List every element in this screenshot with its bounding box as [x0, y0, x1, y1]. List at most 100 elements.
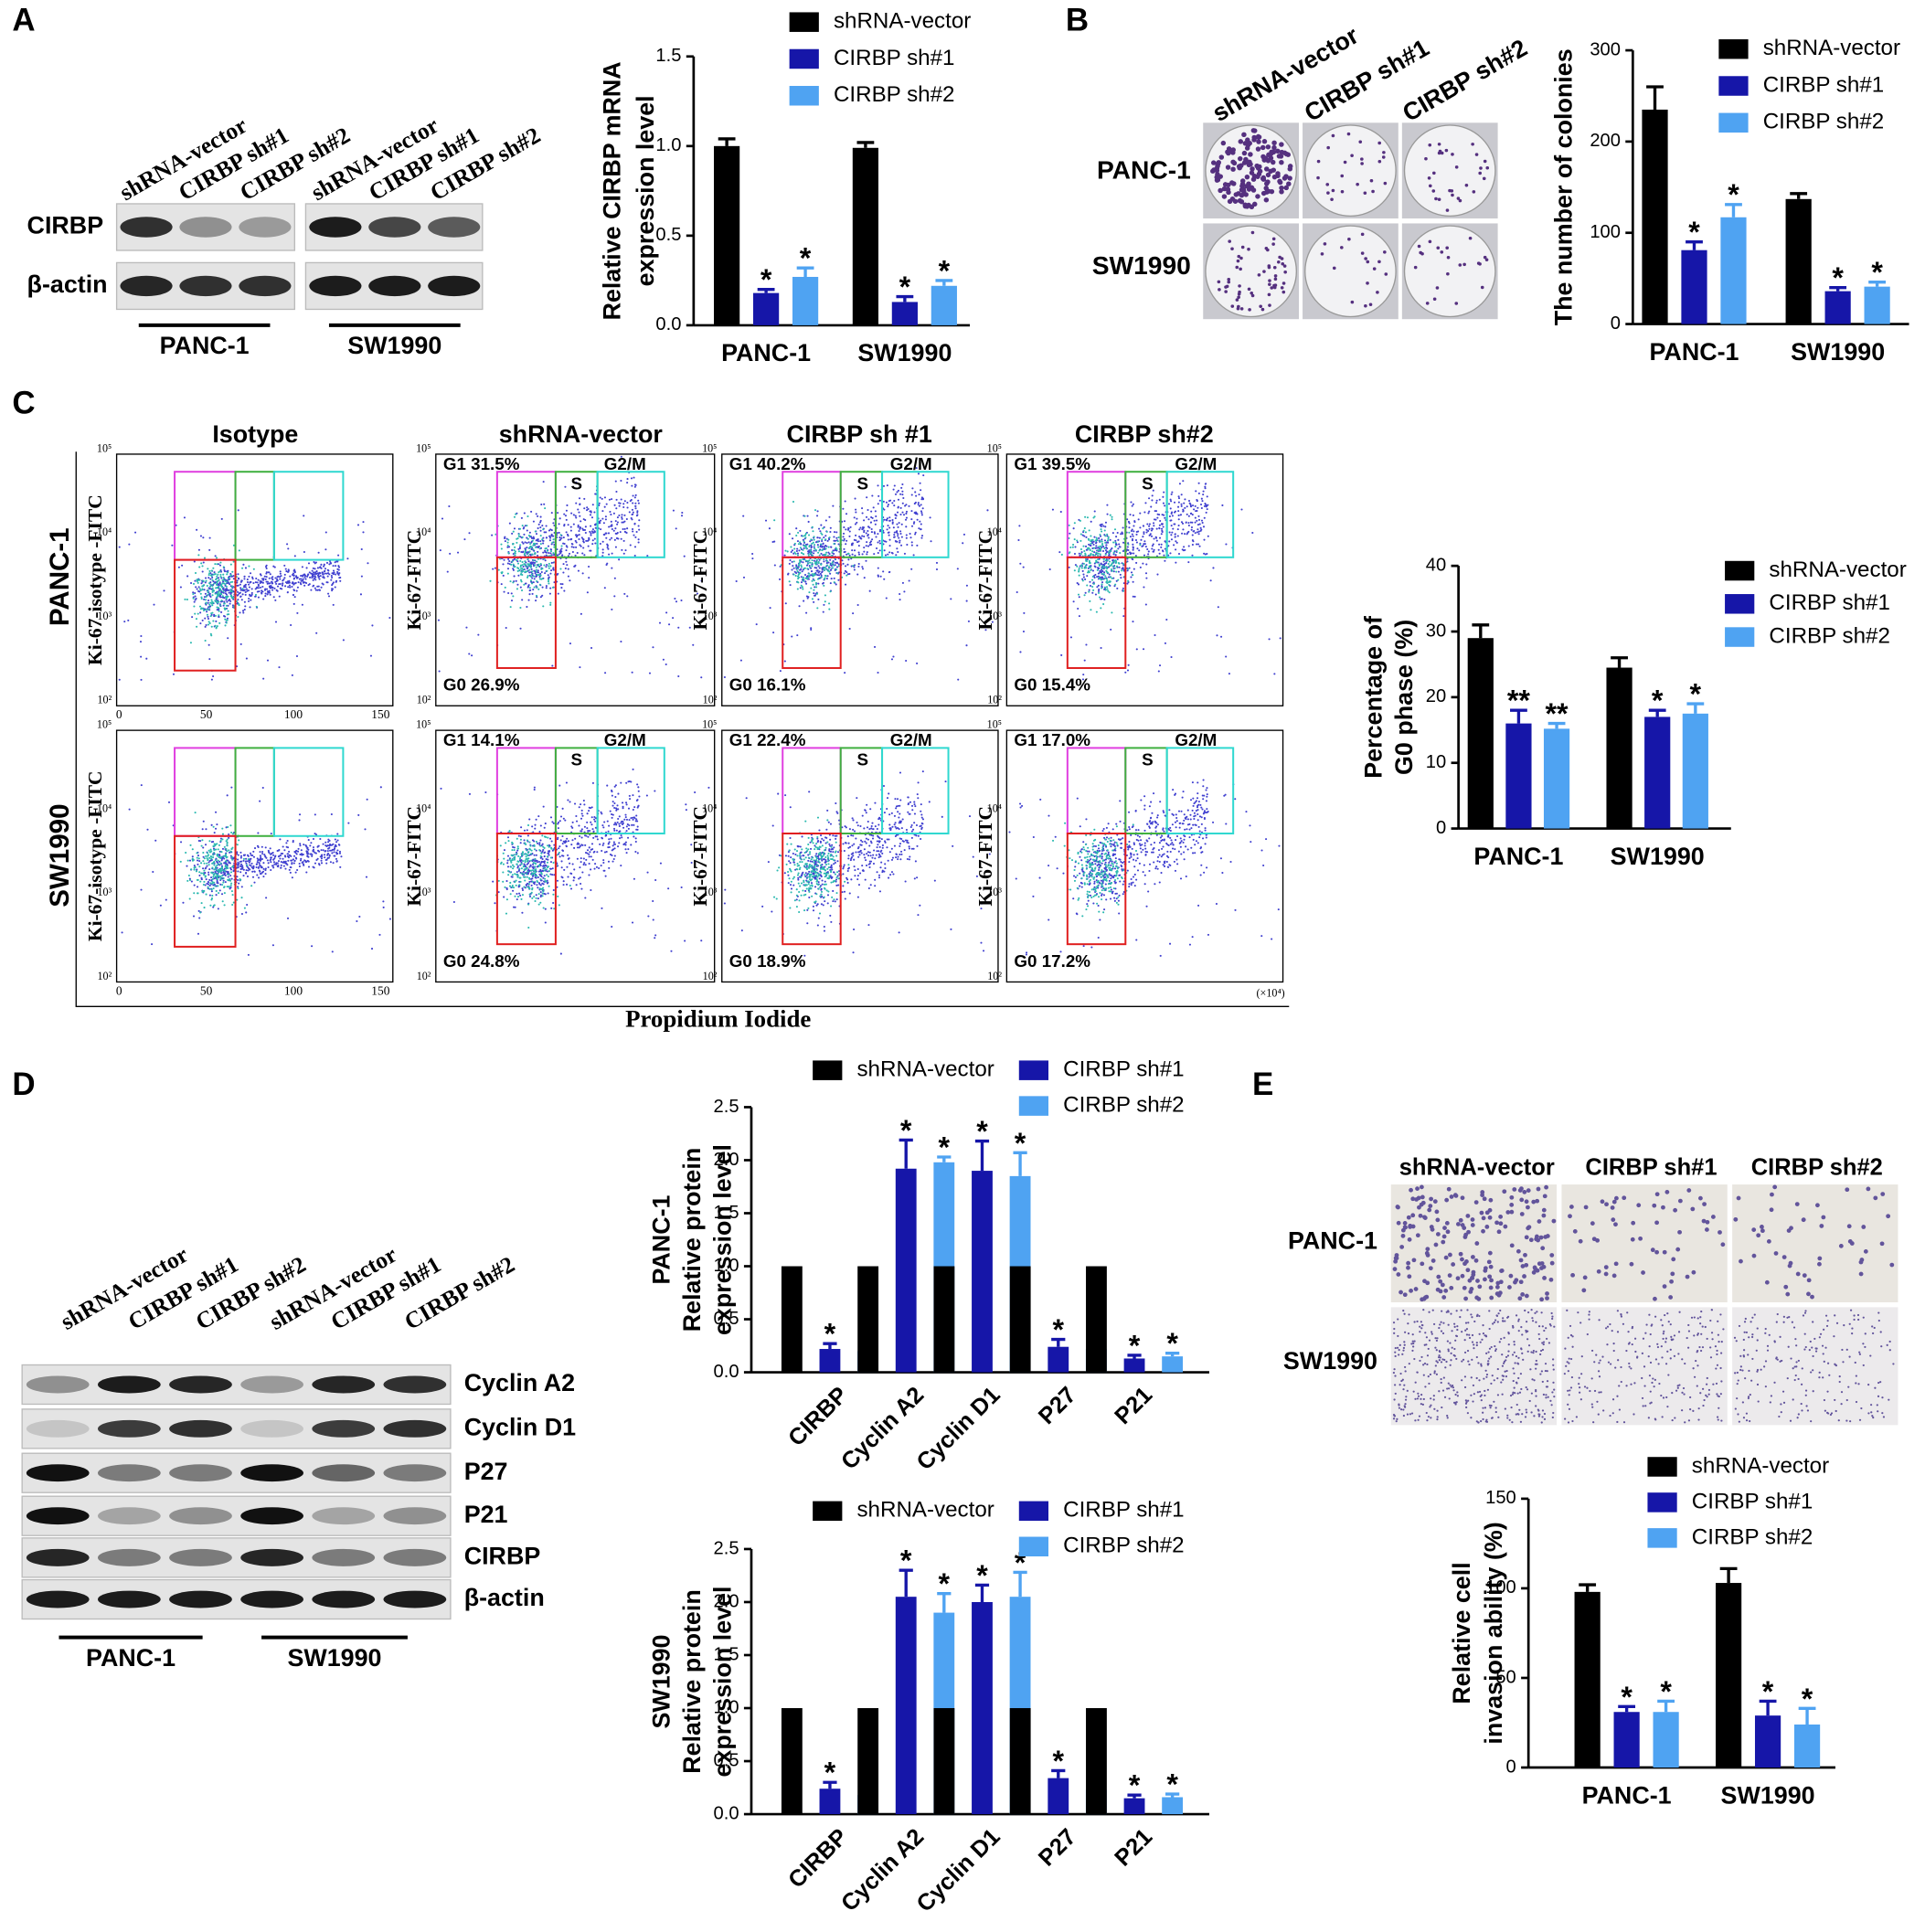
row-label: SW1990 — [1092, 250, 1191, 280]
blot-band — [169, 1507, 232, 1525]
flow-y-tick: 10⁵ — [987, 718, 1002, 731]
error-bar — [1868, 280, 1887, 287]
row-label: Cyclin D1 — [464, 1413, 576, 1440]
colonies — [1413, 236, 1489, 305]
bar — [752, 292, 780, 325]
gate-label: S — [856, 750, 868, 770]
y-axis-label: PANC-1 — [647, 1194, 675, 1284]
blot-band — [240, 1590, 303, 1608]
y-axis-label: invasion ability (%) — [1480, 1522, 1507, 1744]
bar — [1162, 1356, 1184, 1373]
bar — [1086, 1708, 1107, 1815]
gate-label: S — [856, 473, 868, 493]
bar — [1467, 638, 1494, 829]
legend-label: CIRBP sh#1 — [1769, 590, 1889, 615]
gate-label: G1 39.5% — [1014, 454, 1090, 473]
flow-y-tick: 10³ — [417, 886, 431, 898]
column-label: shRNA-vector — [499, 420, 664, 448]
flow-x-tick: 100 — [284, 983, 303, 997]
blot-band — [97, 1590, 161, 1608]
flow-x-tick: 0 — [116, 707, 122, 721]
bar — [857, 1266, 879, 1373]
gate-label: G2/M — [604, 454, 646, 473]
error-bar — [1725, 203, 1742, 218]
gate-label: G2/M — [1175, 454, 1217, 473]
legend-swatch — [1018, 1536, 1049, 1557]
x-tick-label: SW1990 — [857, 339, 952, 366]
bar — [1653, 1712, 1679, 1768]
error-bar — [1686, 240, 1703, 250]
plate — [1403, 225, 1496, 318]
colonies — [1217, 230, 1287, 312]
panel-letter: A — [12, 2, 35, 37]
x-tick-label: P21 — [1110, 1824, 1157, 1872]
gate-label: S — [1142, 750, 1154, 770]
error-bar — [899, 1138, 913, 1169]
bar — [857, 1708, 879, 1815]
blot-band — [312, 1590, 376, 1608]
flow-y-label: Ki-67-isotype -FITC — [84, 770, 106, 941]
row-label: P27 — [464, 1458, 508, 1485]
significance-label: * — [1052, 1313, 1064, 1346]
legend-swatch — [1647, 1492, 1677, 1513]
flow-dots — [437, 455, 703, 679]
y-tick-label: 0.5 — [714, 1750, 739, 1770]
column-label: Isotype — [212, 420, 298, 448]
error-bar — [1127, 1353, 1142, 1359]
row-label: SW1990 — [45, 803, 75, 907]
y-axis-label: expression level — [709, 1144, 737, 1335]
error-bar — [1013, 1570, 1027, 1598]
blot-band — [240, 1419, 303, 1438]
flow-x-tick: 150 — [371, 983, 389, 997]
bar — [1543, 728, 1570, 829]
blot-band — [383, 1419, 447, 1438]
y-axis-label: Relative protein — [678, 1589, 706, 1773]
invasion-image — [1732, 1184, 1898, 1303]
flow-y-tick: 10³ — [98, 610, 112, 622]
x-tick-label: SW1990 — [1611, 843, 1705, 870]
plate — [1403, 124, 1496, 218]
flow-dots-dense — [1051, 822, 1138, 918]
blot-band — [169, 1590, 232, 1608]
flow-y-tick: 10² — [987, 694, 1002, 706]
bar — [1682, 713, 1708, 829]
legend-swatch — [1725, 627, 1755, 647]
y-tick-label: 30 — [1426, 621, 1446, 641]
bar — [792, 276, 819, 325]
blot-band — [312, 1464, 376, 1482]
significance-label: * — [1762, 1675, 1774, 1708]
bar — [931, 285, 957, 325]
y-tick-label: 0.5 — [655, 225, 681, 245]
flow-plot — [115, 729, 394, 983]
bar — [933, 1266, 955, 1373]
error-bar — [1790, 192, 1808, 199]
bar — [891, 302, 918, 325]
bar — [714, 145, 740, 325]
error-bar — [974, 1583, 990, 1602]
blot-band — [383, 1590, 447, 1608]
blot-strip — [21, 1452, 452, 1493]
error-bar — [1646, 85, 1664, 110]
legend-label: shRNA-vector — [1763, 36, 1900, 60]
significance-label: * — [800, 242, 812, 275]
gate-label: G2/M — [890, 730, 932, 749]
blot-band — [97, 1419, 161, 1438]
bar — [1606, 667, 1633, 829]
row-label: SW1990 — [1283, 1347, 1377, 1375]
bar — [1613, 1712, 1640, 1768]
flow-x-tick: 0 — [116, 983, 122, 997]
legend-swatch — [813, 1060, 843, 1080]
bar — [1048, 1346, 1069, 1373]
y-axis-label: The number of colonies — [1550, 48, 1578, 325]
invading-cells — [1733, 1184, 1895, 1300]
legend-swatch — [813, 1501, 843, 1522]
invasion-image — [1390, 1307, 1558, 1426]
gate-g2m — [1165, 471, 1235, 558]
blot-band — [383, 1507, 447, 1525]
blot-band — [97, 1548, 161, 1566]
significance-label: * — [939, 1131, 951, 1163]
legend-label: CIRBP sh#1 — [1763, 72, 1884, 97]
blot-band — [240, 1464, 303, 1482]
significance-label: * — [1166, 1767, 1178, 1800]
flow-plot — [1005, 729, 1284, 983]
